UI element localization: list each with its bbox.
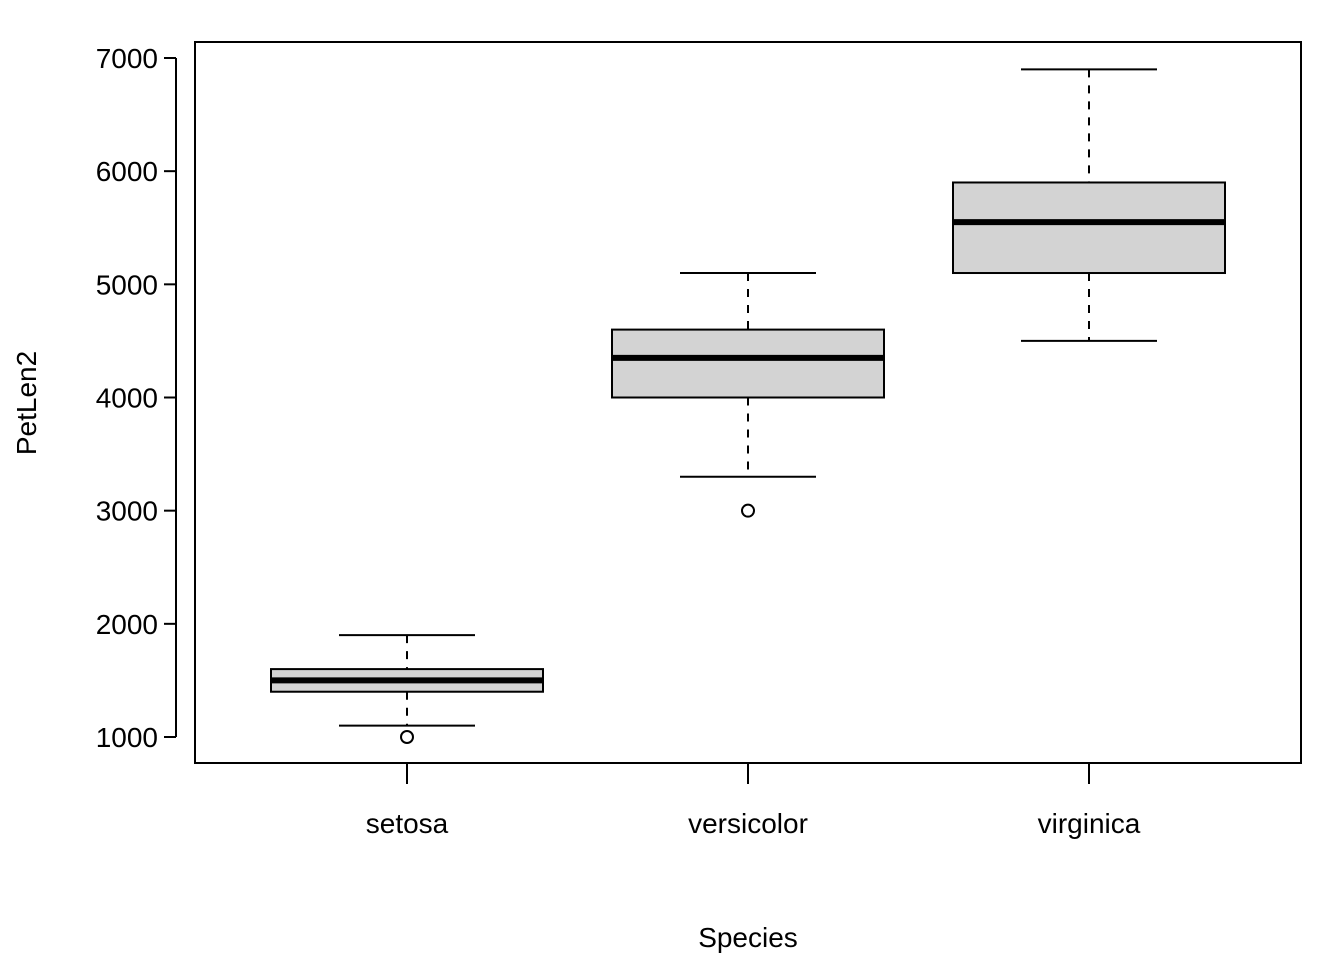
x-axis-title: Species [698, 922, 798, 953]
y-tick-label: 4000 [96, 383, 158, 414]
y-tick-label: 2000 [96, 609, 158, 640]
x-tick-label: versicolor [688, 808, 808, 839]
y-tick-label: 7000 [96, 43, 158, 74]
y-tick-label: 3000 [96, 496, 158, 527]
y-axis-title: PetLen2 [11, 351, 42, 455]
y-tick-label: 1000 [96, 722, 158, 753]
x-tick-label: virginica [1038, 808, 1141, 839]
iqr-box [952, 181, 1226, 275]
x-tick-label: setosa [366, 808, 449, 839]
x-axis: setosa versicolor virginica [366, 762, 1141, 839]
box-virginica [952, 68, 1226, 342]
outlier-point [741, 503, 755, 518]
y-tick-label: 6000 [96, 156, 158, 187]
box-versicolor [611, 272, 885, 518]
y-axis: 1000 2000 3000 4000 5000 6000 7000 [96, 43, 177, 753]
outlier-point [400, 730, 414, 744]
box-series [270, 68, 1226, 744]
box-setosa [270, 634, 544, 744]
y-tick-label: 5000 [96, 269, 158, 300]
iqr-box [611, 328, 885, 399]
